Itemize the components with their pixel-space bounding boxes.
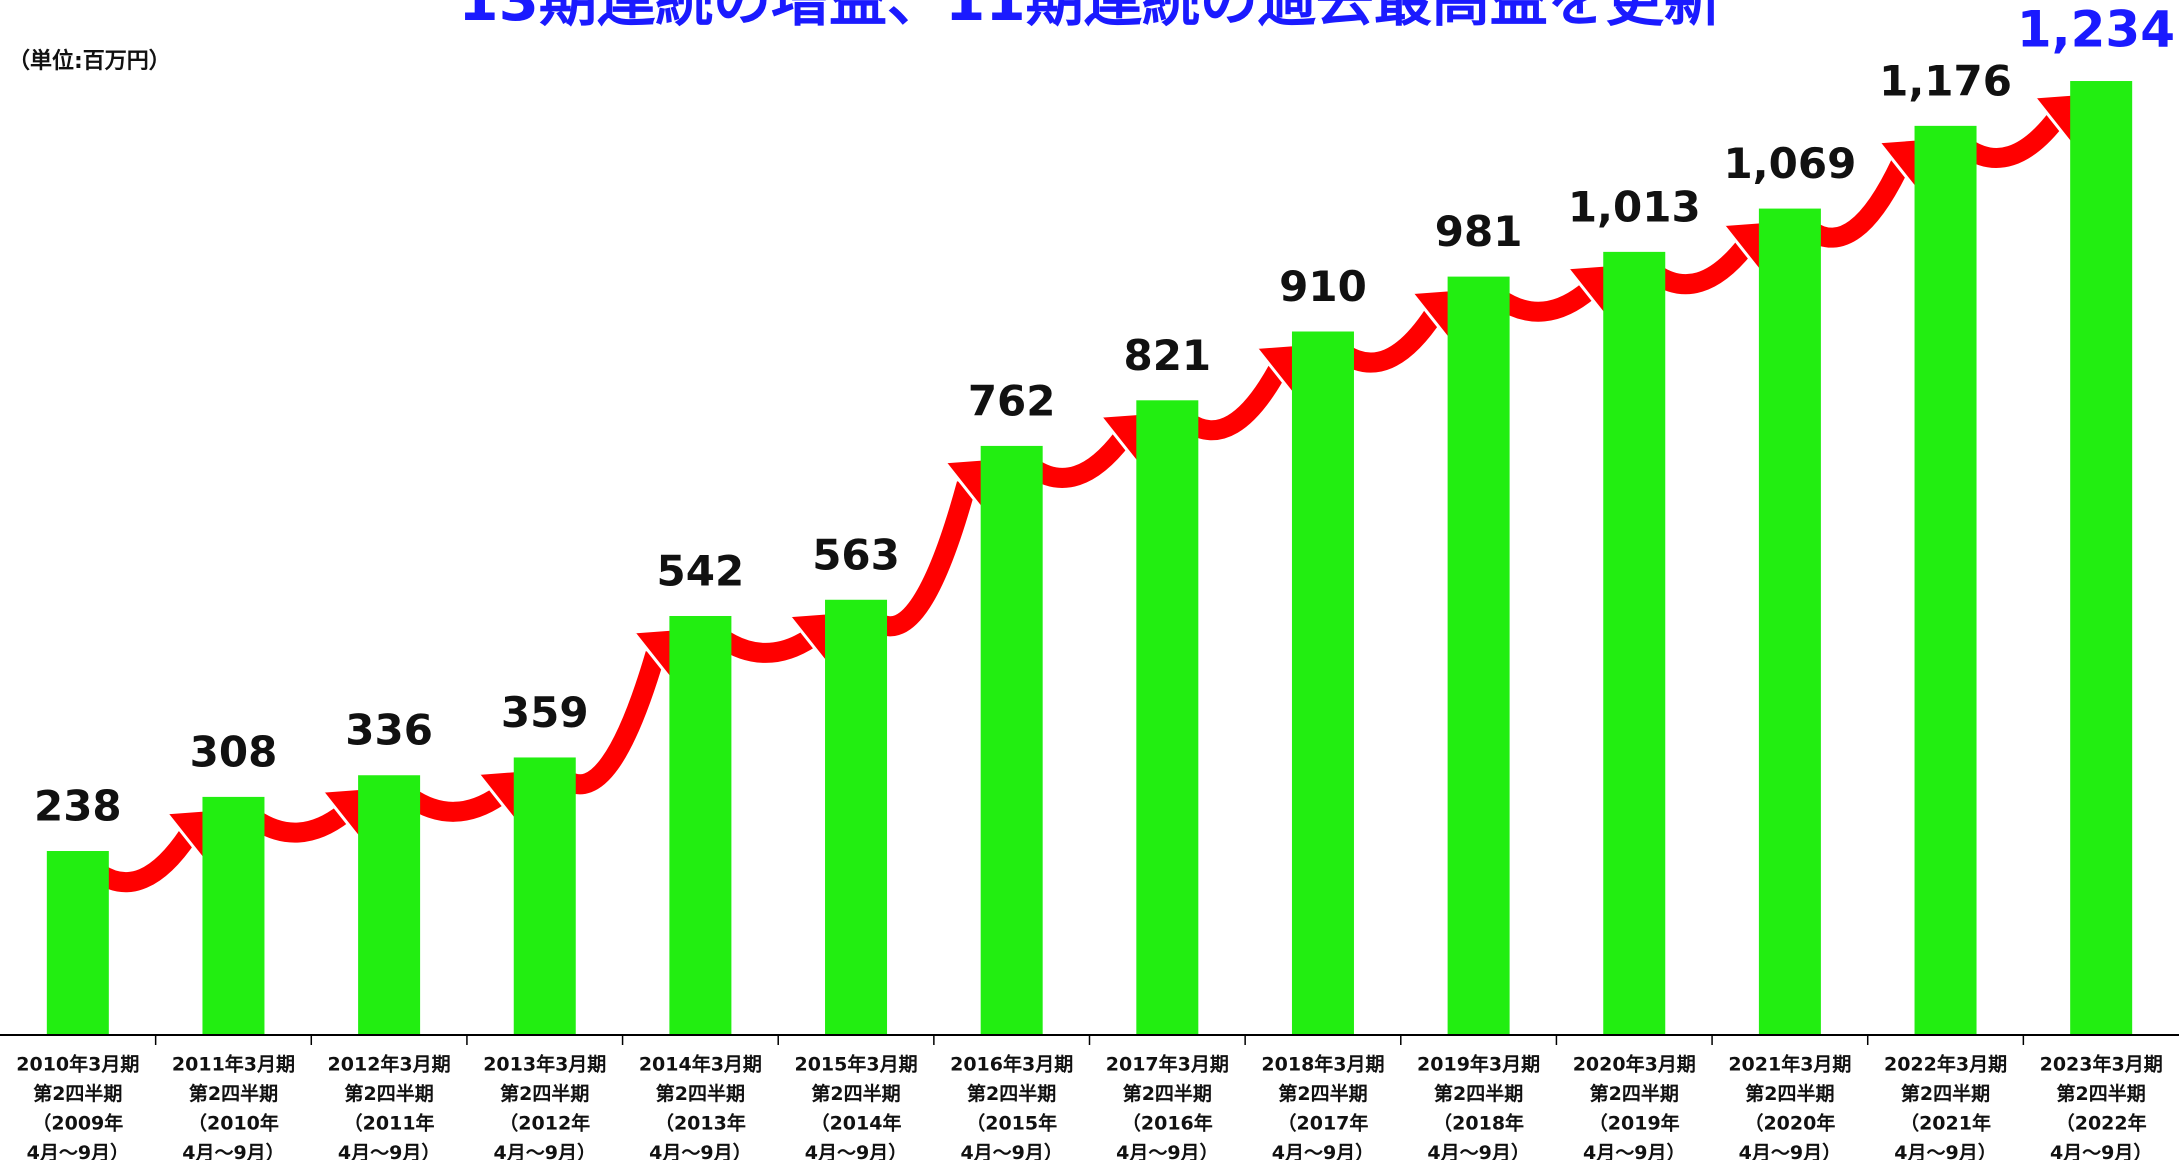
value-label: 762 [968,376,1056,425]
x-tick-label: （2014年 [811,1112,902,1135]
value-label: 542 [657,546,745,595]
value-label: 336 [345,706,433,755]
growth-arrow [1805,159,1910,248]
x-tick-label: 2012年3月期 [328,1053,451,1076]
growth-arrow [1027,432,1131,488]
growth-arrow [1960,112,2065,168]
x-tick-label: 2022年3月期 [1884,1053,2007,1076]
bar [513,757,576,1035]
x-tick-label: 第2四半期 [1901,1082,1990,1105]
x-tick-label: 4月～9月） [1272,1141,1374,1160]
value-label: 1,069 [1723,139,1856,188]
x-tick-label: 2017年3月期 [1106,1053,1229,1076]
x-tick-label: （2020年 [1744,1112,1835,1135]
value-label: 981 [1435,207,1523,256]
x-tick-label: 2018年3月期 [1261,1053,1384,1076]
bar [669,615,732,1035]
x-tick-label: 4月～9月） [182,1141,284,1160]
growth-arrow [248,805,351,843]
bar [358,775,421,1035]
x-tick-label: 第2四半期 [1278,1082,1367,1105]
chart-title: 13期連続の増益、11期連続の過去最高益を更新 [458,0,1721,34]
bar [2070,81,2133,1036]
x-tick-label: 第2四半期 [33,1082,122,1105]
bar [1136,400,1199,1035]
x-tick-label: 4月～9月） [1583,1141,1685,1160]
x-tick-label: 第2四半期 [1434,1082,1523,1105]
x-tick-label: 2010年3月期 [16,1053,139,1076]
value-label: 238 [34,782,122,831]
x-tick-label: 2014年3月期 [639,1053,762,1076]
value-label: 308 [190,727,278,776]
value-label: 1,234 [2017,1,2175,59]
x-tick-label: 第2四半期 [1745,1082,1834,1105]
x-tick-label: 4月～9月） [2050,1141,2152,1160]
growth-arrow [560,651,665,795]
x-tick-label: 第2四半期 [656,1082,745,1105]
value-label: 821 [1123,331,1211,380]
x-tick-label: 4月～9月） [1894,1141,1996,1160]
bar [825,599,888,1035]
growth-arrow [1338,308,1442,373]
x-tick-label: （2011年 [344,1112,435,1135]
value-label: 910 [1279,262,1367,311]
x-tick-label: 4月～9月） [805,1141,907,1160]
x-tick-label: 2023年3月期 [2040,1053,2163,1076]
x-tick-label: 2019年3月期 [1417,1053,1540,1076]
x-tick-label: 第2四半期 [967,1082,1056,1105]
x-tick-label: 第2四半期 [1590,1082,1679,1105]
x-tick-label: 第2四半期 [1123,1082,1212,1105]
bar [1603,251,1666,1036]
x-tick-label: 4月～9月） [960,1141,1062,1160]
growth-arrow [93,829,197,893]
x-tick-label: 2020年3月期 [1573,1053,1696,1076]
x-tick-label: （2015年 [966,1112,1057,1135]
x-tick-label: 4月～9月） [1116,1141,1218,1160]
bar [980,445,1043,1035]
x-tick-label: 2011年3月期 [172,1053,295,1076]
x-tick-label: 第2四半期 [2057,1082,2146,1105]
x-tick-label: 4月～9月） [1739,1141,1841,1160]
x-tick-label: 4月～9月） [1427,1141,1529,1160]
x-tick-label: （2009年 [32,1112,123,1135]
value-label: 563 [812,530,900,579]
x-tick-label: 2015年3月期 [794,1053,917,1076]
x-tick-label: （2010年 [188,1112,279,1135]
x-tick-label: 4月～9月） [649,1141,751,1160]
x-tick-label: 4月～9月） [494,1141,596,1160]
x-tick-label: （2018年 [1433,1112,1524,1135]
growth-arrow [404,787,506,822]
bar [1758,208,1821,1036]
x-tick-label: （2012年 [499,1112,590,1135]
x-tick-label: 2013年3月期 [483,1053,606,1076]
bar [202,796,265,1035]
x-tick-label: 第2四半期 [344,1082,433,1105]
x-tick-label: 4月～9月） [27,1141,129,1160]
x-tick-label: 2016年3月期 [950,1053,1073,1076]
value-label: 1,013 [1568,182,1701,231]
x-tick-label: 4月～9月） [338,1141,440,1160]
x-tick-label: （2019年 [1589,1112,1680,1135]
bar [46,851,109,1035]
x-tick-label: 2021年3月期 [1728,1053,1851,1076]
bar [1914,125,1977,1035]
x-tick-label: 第2四半期 [189,1082,278,1105]
bar [1447,276,1510,1035]
x-tick-label: 第2四半期 [500,1082,589,1105]
x-tick-label: 第2四半期 [811,1082,900,1105]
unit-label: （単位:百万円） [8,48,171,74]
x-tick-label: （2016年 [1122,1112,1213,1135]
x-tick-label: （2022年 [2056,1112,2147,1135]
x-tick-label: （2021年 [1900,1112,1991,1135]
bar [1291,331,1354,1035]
x-tick-label: （2017年 [1278,1112,1369,1135]
x-tick-label: （2013年 [655,1112,746,1135]
value-label: 359 [501,688,589,737]
growth-arrow [871,481,977,637]
value-label: 1,176 [1879,56,2012,105]
